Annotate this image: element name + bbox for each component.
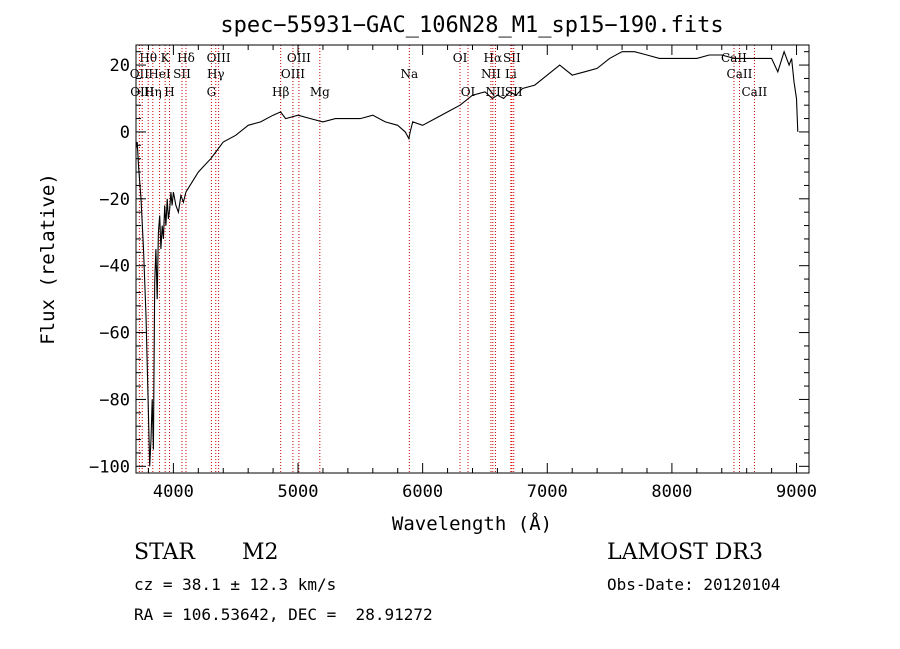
x-axis-ticks: 4000 5000 6000 7000 8000 9000 — [147, 45, 817, 502]
object-subclass: M2 — [242, 540, 279, 565]
coordinates: RA = 106.53642, DEC = 28.91272 — [134, 605, 433, 624]
y-tick-label: 20 — [110, 56, 130, 76]
marker-label: Hγ — [207, 67, 225, 81]
marker-label: Li — [505, 67, 517, 81]
marker-label: OIII — [287, 51, 311, 65]
y-axis-ticks: −100 −80 −60 −40 −20 0 20 — [89, 51, 809, 477]
marker-label: OIII — [281, 67, 305, 81]
x-tick-label: 5000 — [278, 482, 319, 502]
marker-label: Hα — [484, 51, 503, 65]
y-tick-label: 0 — [120, 123, 130, 143]
series-group — [135, 50, 799, 467]
marker-label: SII — [173, 67, 191, 81]
marker-label: SII — [505, 85, 523, 99]
obs-date: Obs-Date: 20120104 — [607, 575, 781, 594]
marker-label: Na — [400, 67, 418, 81]
y-tick-label: −60 — [99, 324, 130, 344]
marker-label: OII — [130, 67, 150, 81]
object-class: STAR — [134, 540, 195, 565]
marker-label: Mg — [310, 85, 330, 99]
marker-label: NII — [485, 85, 505, 99]
marker-label: HeI — [148, 67, 171, 81]
marker-label: SII — [503, 51, 521, 65]
marker-label: NII — [481, 67, 501, 81]
marker-label: Hβ — [272, 85, 289, 99]
marker-label: OIII — [207, 51, 231, 65]
y-tick-label: −100 — [89, 457, 130, 477]
marker-label: Hη — [144, 85, 162, 99]
marker-label: OI — [453, 51, 468, 65]
marker-label: Hδ — [177, 51, 195, 65]
plot-frame — [135, 44, 810, 474]
x-tick-label: 7000 — [527, 482, 568, 502]
marker-label: H — [164, 85, 174, 99]
y-tick-label: −40 — [99, 257, 130, 277]
x-tick-label: 9000 — [776, 482, 817, 502]
chart-title: spec−55931−GAC_106N28_M1_sp15−190.fits — [220, 13, 723, 38]
marker-label: OI — [461, 85, 476, 99]
redshift-text: cz = 38.1 ± 12.3 km/s — [134, 575, 337, 594]
x-tick-label: 4000 — [153, 482, 194, 502]
marker-label: CaII — [741, 85, 767, 99]
marker-label: K — [161, 51, 171, 65]
marker-label: G — [207, 85, 217, 99]
y-axis-label: Flux (relative) — [37, 173, 59, 345]
x-axis-label: Wavelength (Å) — [392, 512, 552, 535]
x-tick-label: 8000 — [651, 482, 692, 502]
y-tick-label: −80 — [99, 390, 130, 410]
x-tick-label: 6000 — [402, 482, 443, 502]
series-line — [135, 50, 799, 467]
marker-label: CaII — [727, 67, 753, 81]
y-tick-label: −20 — [99, 190, 130, 210]
survey-name: LAMOST DR3 — [607, 540, 763, 565]
